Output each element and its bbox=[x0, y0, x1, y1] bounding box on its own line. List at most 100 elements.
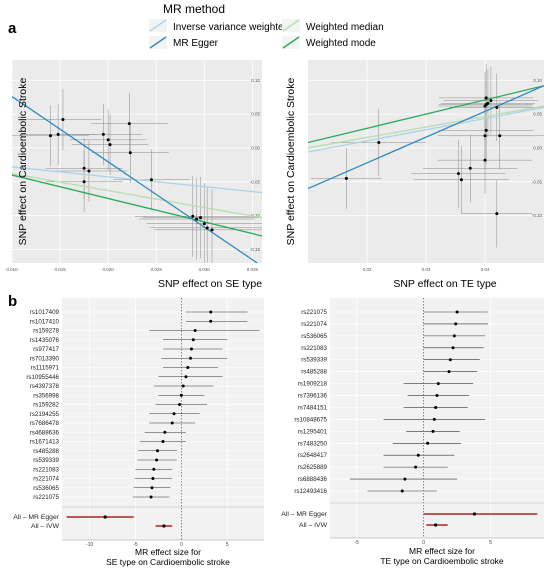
legend: MR method Inverse variance weighted MR E… bbox=[149, 2, 384, 49]
x-tick-label: 0.015 bbox=[54, 267, 66, 272]
effect-estimate bbox=[434, 405, 438, 409]
effect-estimate bbox=[193, 329, 197, 332]
legend-label-egger: MR Egger bbox=[173, 38, 219, 49]
data-point bbox=[210, 228, 214, 232]
legend-entry-egger: MR Egger bbox=[149, 36, 219, 49]
regression-line-mr-egger bbox=[12, 96, 258, 263]
y-tick-label: 0.00 bbox=[533, 145, 542, 150]
snp-label: rs1909218 bbox=[298, 381, 328, 388]
x-axis-label-line: TE type on Cardioembolic stroke bbox=[380, 556, 504, 566]
legend-entry-wmode: Weighted mode bbox=[282, 36, 376, 49]
x-axis-label-line: MR effect size for bbox=[135, 547, 201, 557]
data-point bbox=[459, 178, 463, 182]
plot-area bbox=[12, 89, 262, 263]
y-tick-label: 0.05 bbox=[251, 112, 260, 117]
x-tick-label: 0.025 bbox=[151, 267, 163, 272]
legend-swatch-wmode bbox=[282, 36, 300, 49]
data-point bbox=[82, 180, 86, 184]
x-tick-label: 0 bbox=[422, 540, 425, 546]
data-point bbox=[468, 166, 472, 170]
effect-estimate bbox=[209, 319, 213, 323]
effect-estimate bbox=[150, 486, 154, 490]
snp-label: rs539339 bbox=[301, 357, 327, 364]
legend-label-wmode: Weighted mode bbox=[306, 38, 376, 49]
snp-label: rs536065 bbox=[301, 333, 327, 340]
x-tick-label: -5 bbox=[355, 540, 360, 546]
legend-label-wmedian: Weighted median bbox=[306, 22, 384, 33]
x-tick-label: -10 bbox=[86, 542, 93, 548]
effect-estimate bbox=[209, 310, 213, 314]
snp-label: rs1671413 bbox=[30, 439, 60, 446]
snp-label: rs4688636 bbox=[30, 429, 60, 436]
effect-estimate bbox=[184, 375, 188, 379]
effect-estimate bbox=[191, 338, 195, 342]
effect-estimate bbox=[152, 467, 156, 471]
effect-estimate bbox=[436, 382, 440, 386]
scatter-te-chart: 0.02 0.03 0.04 -0.10 -0.05 0.00 0.05 0.10 SNP ef… bbox=[285, 60, 544, 290]
data-point bbox=[101, 132, 105, 136]
snp-label: rs536065 bbox=[33, 485, 59, 492]
effect-estimate bbox=[452, 334, 456, 338]
regression-line-mr-egger bbox=[308, 85, 544, 190]
summary-estimate bbox=[162, 524, 166, 528]
plot-background bbox=[330, 298, 544, 538]
legend-title: MR method bbox=[163, 2, 225, 16]
data-point bbox=[108, 143, 112, 147]
legend-swatch-egger bbox=[149, 36, 167, 49]
effect-estimate bbox=[455, 310, 459, 314]
data-point bbox=[87, 169, 91, 173]
summary-label: All – IVW bbox=[299, 522, 328, 529]
snp-label: rs7484151 bbox=[298, 404, 328, 411]
x-tick-label: 5 bbox=[489, 540, 492, 546]
x-axis-label: SNP effect on TE type bbox=[393, 278, 496, 290]
snp-label: rs2194255 bbox=[30, 411, 60, 418]
effect-estimate bbox=[448, 358, 452, 362]
effect-estimate bbox=[435, 394, 439, 398]
plot-area bbox=[308, 64, 544, 248]
legend-swatch-wmedian bbox=[282, 19, 300, 32]
effect-estimate bbox=[161, 440, 165, 443]
snp-label: rs1295401 bbox=[298, 428, 328, 435]
snp-label: rs356998 bbox=[33, 392, 59, 399]
scatter-se-chart: 0.010 0.015 0.020 0.025 0.030 0.035 -0.15 -0.10… bbox=[6, 60, 262, 290]
effect-estimate bbox=[170, 421, 174, 425]
snp-label: rs7483250 bbox=[298, 440, 328, 447]
y-tick-label: -0.05 bbox=[532, 179, 543, 184]
regression-line-inverse-variance-weighted bbox=[308, 106, 544, 153]
x-tick-label: 0.02 bbox=[363, 267, 372, 272]
data-point bbox=[498, 134, 502, 138]
summary-label: All – MR Egger bbox=[281, 511, 327, 518]
effect-estimate bbox=[416, 453, 420, 457]
effect-estimate bbox=[149, 495, 153, 499]
snp-label: rs7686478 bbox=[30, 420, 60, 427]
data-point bbox=[486, 101, 490, 105]
data-point bbox=[48, 134, 52, 138]
snp-label: rs1017410 bbox=[30, 318, 60, 325]
snp-label: rs539339 bbox=[33, 457, 59, 464]
effect-estimate bbox=[155, 458, 159, 462]
effect-estimate bbox=[431, 429, 435, 433]
effect-estimate bbox=[447, 370, 451, 374]
data-point bbox=[149, 178, 153, 182]
x-axis-label-line: MR effect size for bbox=[409, 546, 475, 556]
x-tick-label: 0.035 bbox=[247, 267, 259, 272]
legend-swatch-ivw bbox=[149, 19, 167, 32]
y-tick-label: 0.00 bbox=[251, 145, 260, 150]
effect-estimate bbox=[178, 403, 182, 406]
forest-se-chart: rs1017409 rs1017410 rs159278 rs1435076 rs977… bbox=[13, 298, 264, 567]
snp-label: rs159278 bbox=[33, 328, 59, 335]
y-tick-label: -0.15 bbox=[250, 247, 261, 252]
data-point bbox=[377, 141, 381, 145]
data-point bbox=[489, 99, 493, 103]
snp-label: rs221075 bbox=[301, 309, 327, 316]
y-axis-label: SNP effect on Cardioembolic Stroke bbox=[17, 77, 29, 245]
effect-estimate bbox=[400, 489, 404, 493]
y-tick-label: 0.10 bbox=[251, 78, 260, 83]
snp-label: rs6888436 bbox=[298, 476, 328, 483]
data-point bbox=[495, 212, 499, 216]
x-axis-label-line: SE type on Cardioembolic stroke bbox=[106, 557, 230, 567]
y-tick-label: 0.05 bbox=[533, 112, 542, 117]
data-point bbox=[483, 158, 487, 162]
y-tick-label: 0.10 bbox=[533, 78, 542, 83]
data-point bbox=[61, 118, 65, 122]
